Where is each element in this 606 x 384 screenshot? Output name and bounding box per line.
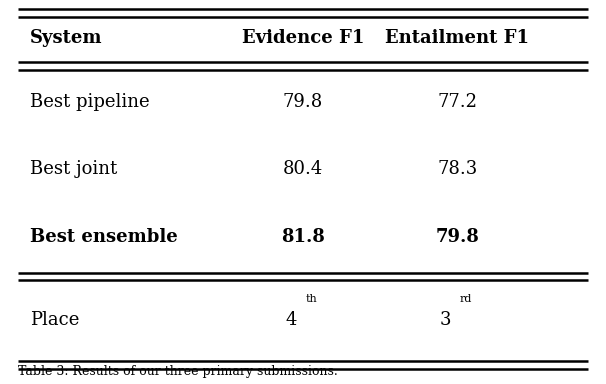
- Text: 4: 4: [285, 311, 296, 329]
- Text: Place: Place: [30, 311, 79, 329]
- Text: 80.4: 80.4: [283, 161, 323, 179]
- Text: rd: rd: [460, 294, 472, 304]
- Text: Evidence F1: Evidence F1: [242, 29, 364, 47]
- Text: Best joint: Best joint: [30, 161, 117, 179]
- Text: Table 3: Results of our three primary submissions.: Table 3: Results of our three primary su…: [18, 365, 338, 378]
- Text: System: System: [30, 29, 102, 47]
- Text: th: th: [305, 294, 317, 304]
- Text: 79.8: 79.8: [283, 93, 323, 111]
- Text: Entailment F1: Entailment F1: [385, 29, 530, 47]
- Text: Best pipeline: Best pipeline: [30, 93, 150, 111]
- Text: 79.8: 79.8: [436, 228, 479, 246]
- Text: 81.8: 81.8: [281, 228, 325, 246]
- Text: 3: 3: [439, 311, 451, 329]
- Text: Best ensemble: Best ensemble: [30, 228, 178, 246]
- Text: 78.3: 78.3: [438, 161, 478, 179]
- Text: 77.2: 77.2: [438, 93, 478, 111]
